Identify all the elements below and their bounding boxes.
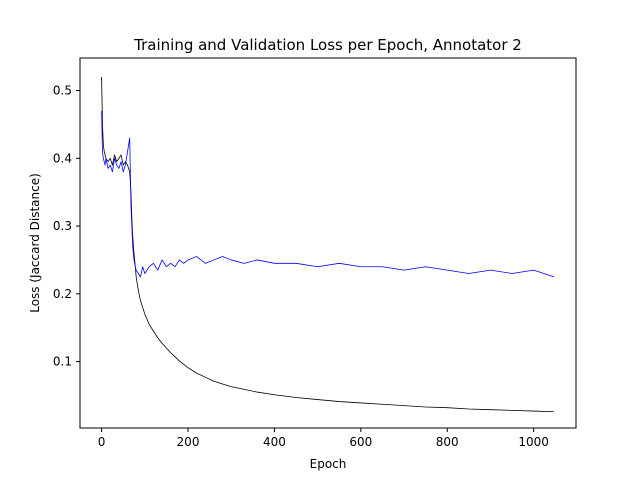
- series-line-1: [101, 110, 555, 278]
- x-tick-label: 400: [263, 435, 286, 449]
- axis-ticks: 0 200 400 600 800 1000 0.1 0.2 0.3 0.4 0.5: [53, 84, 549, 449]
- x-tick-label: 1000: [518, 435, 549, 449]
- x-tick-label: 0: [98, 435, 106, 449]
- plot-area: [101, 76, 555, 413]
- x-tick-label: 200: [177, 435, 200, 449]
- series-line-0: [101, 76, 554, 413]
- y-tick-label: 0.3: [53, 219, 72, 233]
- x-axis-label: Epoch: [310, 457, 347, 471]
- y-tick-label: 0.5: [53, 84, 72, 98]
- chart-title: Training and Validation Loss per Epoch, …: [133, 36, 522, 54]
- y-tick-label: 0.2: [53, 287, 72, 301]
- axes-frame: [79, 57, 577, 429]
- y-tick-label: 0.4: [53, 151, 72, 165]
- y-tick-label: 0.1: [53, 355, 72, 369]
- x-tick-label: 800: [436, 435, 459, 449]
- x-tick-label: 600: [349, 435, 372, 449]
- y-axis-label: Loss (Jaccard Distance): [28, 173, 42, 313]
